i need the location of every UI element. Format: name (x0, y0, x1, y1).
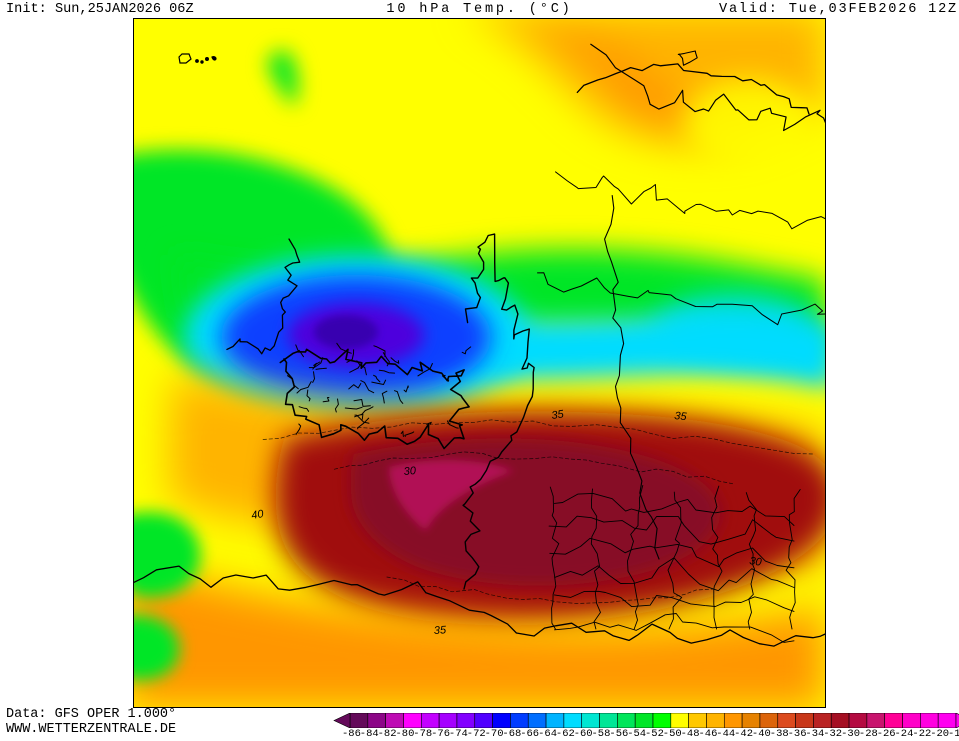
svg-text:35: 35 (434, 624, 448, 637)
svg-text:30: 30 (403, 465, 417, 478)
svg-text:35: 35 (674, 410, 688, 423)
